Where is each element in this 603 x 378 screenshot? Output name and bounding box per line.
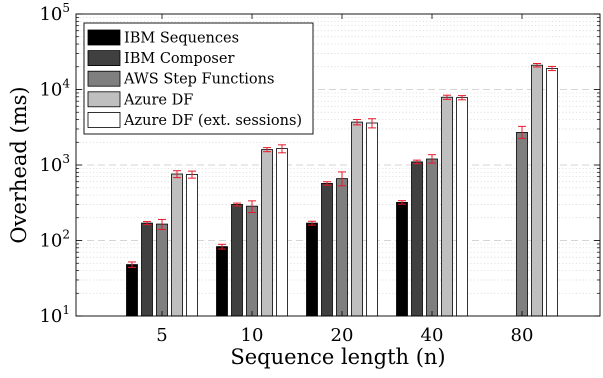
bar — [216, 246, 228, 317]
x-axis: 5 10 20 40 80 — [156, 14, 533, 346]
bar — [261, 149, 273, 317]
bar — [426, 158, 438, 317]
x-tick-label: 20 — [331, 325, 354, 346]
bar — [126, 264, 138, 317]
bar — [396, 201, 408, 317]
bar — [336, 178, 348, 317]
x-tick-label: 5 — [156, 325, 167, 346]
legend-swatch — [87, 91, 121, 108]
bar — [156, 223, 168, 317]
error-bars — [128, 62, 556, 268]
bar — [441, 96, 453, 317]
y-tick-label: 104 — [39, 77, 70, 101]
y-tick-label: 103 — [39, 152, 70, 176]
bar — [531, 64, 543, 317]
bar — [411, 161, 423, 317]
bar — [516, 132, 528, 317]
legend-label: IBM Composer — [124, 51, 234, 67]
legend-swatch — [87, 50, 121, 66]
bars — [126, 64, 558, 317]
legend-label: Azure DF — [123, 92, 193, 108]
bar — [546, 68, 558, 317]
bar — [366, 122, 378, 317]
x-tick-label: 10 — [241, 325, 264, 346]
bar — [351, 121, 363, 317]
x-tick-label: 40 — [421, 325, 444, 346]
legend-swatch — [87, 70, 121, 87]
y-tick-label: 101 — [39, 303, 70, 327]
bar — [231, 204, 243, 317]
legend-label: AWS Step Functions — [123, 72, 274, 88]
bar — [321, 183, 333, 317]
x-tick-label: 80 — [511, 325, 534, 346]
legend-label: Azure DF (ext. sessions) — [123, 113, 302, 129]
y-tick-label: 102 — [39, 228, 70, 252]
legend: IBM Sequences IBM Composer AWS Step Functi… — [83, 22, 314, 135]
legend-label: IBM Sequences — [124, 31, 239, 47]
bar — [276, 148, 288, 317]
bar — [246, 205, 258, 317]
legend-box — [83, 22, 314, 135]
y-axis-label: Overhead (ms) — [7, 86, 31, 243]
y-tick-label: 105 — [39, 1, 70, 25]
y-axis: 101 102 103 104 105 — [39, 1, 600, 327]
bar — [171, 173, 183, 317]
bar — [456, 97, 468, 317]
bar — [186, 174, 198, 317]
x-axis-label: Sequence length (n) — [230, 345, 445, 369]
legend-swatch — [87, 29, 121, 46]
bar — [141, 222, 153, 317]
bar — [306, 222, 318, 317]
legend-swatch — [87, 112, 121, 128]
